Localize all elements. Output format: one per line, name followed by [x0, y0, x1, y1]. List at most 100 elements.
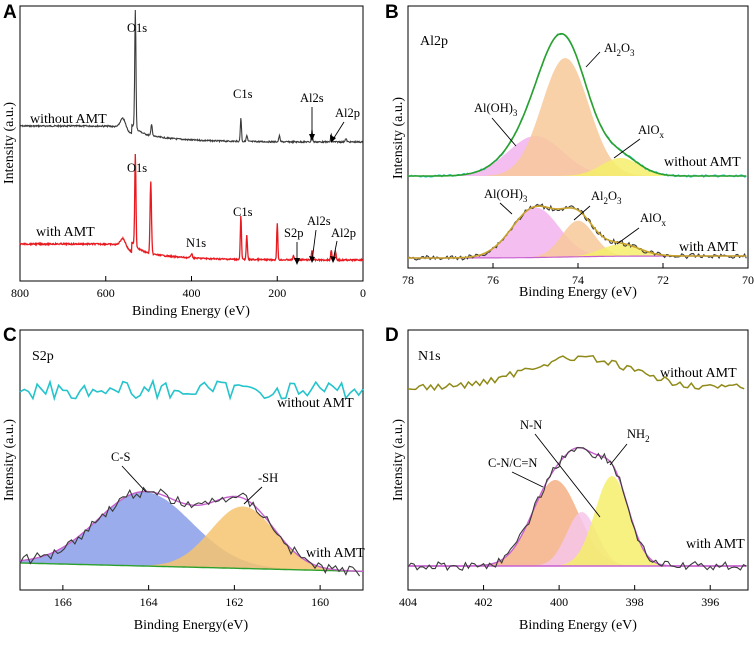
panel-b-fit-without — [408, 32, 747, 177]
ann-aloh3-bottom: Al(OH)3 — [484, 187, 528, 204]
panel-c-label: C — [3, 325, 17, 346]
panel-a-series-label-with: with AMT — [36, 225, 95, 240]
ann-cn: C-N/C=N — [488, 456, 537, 470]
panel-d-xticks: 404 402 400 398 396 — [399, 585, 719, 609]
panel-d-xtick-label: 396 — [701, 595, 719, 609]
panel-b-ylabel: Intensity (a.u.) — [391, 97, 406, 179]
panel-c-title: S2p — [32, 349, 54, 364]
panel-b-label: B — [385, 2, 399, 23]
panel-b-xtick-label: 78 — [402, 273, 414, 287]
panel-b: B Al2p Intensity (a.u.) Binding Energy (… — [385, 2, 754, 300]
panel-d-xtick-label: 398 — [626, 595, 644, 609]
leader-aloh3-bottom — [499, 202, 513, 215]
peak-sh — [20, 506, 363, 572]
leader-al2o3-bottom — [573, 205, 591, 221]
panel-d-label: D — [385, 325, 399, 346]
peak-label-al2s-bottom: Al2s — [307, 214, 331, 228]
leader-alox-top — [613, 138, 641, 159]
arrow-al2s-bottom — [311, 229, 317, 262]
peak-label-o1s-top: O1s — [127, 21, 147, 35]
panel-a: A Intensity (a.u.) Binding Energy (eV) 8… — [2, 2, 366, 319]
peak-label-c1s-bottom: C1s — [233, 205, 253, 219]
leader-cs — [121, 465, 147, 493]
panel-d-frame — [407, 329, 749, 591]
peak-al2o3-without — [408, 58, 747, 176]
panel-c-baseline — [20, 562, 363, 573]
panel-c-xtick-label: 160 — [311, 595, 329, 609]
peak-cs — [20, 492, 363, 572]
panel-a-xtick-label: 400 — [183, 286, 201, 300]
peak-label-al2p-top: Al2p — [335, 106, 360, 120]
arrowhead-al2s-top — [309, 134, 315, 141]
leader-cn — [511, 471, 544, 488]
panel-c-xtick-label: 162 — [225, 595, 243, 609]
panel-c-xtick-label: 166 — [54, 595, 72, 609]
panel-a-trace-with-amt — [19, 153, 364, 263]
panel-b-xtick-label: 70 — [742, 273, 754, 287]
panel-d-raw-with — [407, 447, 747, 572]
panel-b-series-label-without: without AMT — [664, 155, 741, 170]
leader-nh2 — [609, 443, 628, 466]
panel-a-xtick-label: 0 — [360, 286, 366, 300]
peak-label-al2s-top: Al2s — [300, 91, 324, 105]
panel-b-xtick-label: 72 — [657, 273, 669, 287]
panel-b-fit-with — [408, 205, 747, 259]
panel-b-xtick-label: 76 — [487, 273, 499, 287]
peak-al2o3-with — [408, 220, 747, 258]
panel-d-ylabel: Intensity (a.u.) — [391, 419, 406, 501]
arrowhead-s2p — [294, 258, 300, 265]
leader-al2o3-top — [585, 51, 601, 68]
ann-aloh3-top: Al(OH)3 — [474, 101, 518, 118]
panel-d-xlabel: Binding Energy (eV) — [519, 618, 637, 633]
panel-c-ylabel: Intensity (a.u.) — [2, 419, 17, 501]
panel-b-xlabel: Binding Energy (eV) — [519, 285, 637, 300]
peak-label-s2p: S2p — [284, 226, 303, 240]
ann-al2o3-bottom: Al2O3 — [591, 189, 622, 206]
panel-d-series-label-without: without AMT — [660, 366, 737, 381]
panel-d-series-label-with: with AMT — [686, 537, 745, 552]
panel-c-fit-with — [19, 490, 363, 572]
panel-c: C S2p Intensity (a.u.) Binding Energy(eV… — [2, 325, 365, 633]
panel-a-xtick-label: 800 — [11, 286, 29, 300]
ann-alox-top: AlOx — [638, 123, 665, 140]
panel-a-ylabel: Intensity (a.u.) — [2, 102, 17, 184]
panel-c-xlabel: Binding Energy(eV) — [134, 618, 249, 633]
panel-c-xticks: 166 164 162 160 — [54, 585, 329, 609]
panel-c-series-label-with: with AMT — [306, 546, 365, 561]
panel-d-title: N1s — [418, 349, 441, 364]
leader-aloh3-top — [491, 117, 517, 147]
panel-b-xticks: 78 76 74 72 70 — [402, 263, 754, 287]
ann-nn: N-N — [520, 418, 542, 432]
leader-sh — [243, 486, 263, 505]
panel-a-xticks: 800 600 400 200 0 — [11, 276, 366, 300]
panel-d: D N1s Intensity (a.u.) Binding Energy (e… — [385, 325, 749, 633]
panel-d-xtick-label: 402 — [475, 595, 493, 609]
ann-sh: -SH — [258, 471, 278, 485]
panel-c-series-label-without: without AMT — [277, 396, 354, 411]
peak-label-c1s-top: C1s — [233, 87, 253, 101]
panel-a-series-label-without: without AMT — [30, 112, 107, 127]
panel-b-title: Al2p — [420, 34, 448, 49]
leader-nn — [534, 433, 601, 518]
peak-label-o1s-bottom: O1s — [127, 161, 147, 175]
arrowhead-al2p-top — [330, 135, 336, 143]
panel-d-xtick-label: 404 — [399, 595, 417, 609]
panel-b-series-label-with: with AMT — [679, 240, 738, 255]
panel-b-xtick-label: 74 — [572, 273, 584, 287]
leader-alox-bottom — [616, 227, 640, 245]
peak-label-n1s: N1s — [186, 236, 206, 250]
panel-c-raw-without — [19, 378, 364, 402]
panel-c-frame — [19, 329, 364, 591]
panel-d-raw-without — [407, 354, 745, 392]
panel-c-raw-with — [19, 486, 361, 577]
panel-a-xtick-label: 200 — [268, 286, 286, 300]
peak-nn — [408, 512, 747, 566]
peak-label-al2p-bottom: Al2p — [331, 226, 356, 240]
ann-al2o3-top: Al2O3 — [604, 41, 635, 58]
arrowhead-al2s-bottom — [309, 256, 315, 263]
panel-d-xtick-label: 400 — [550, 595, 568, 609]
panel-c-xtick-label: 164 — [140, 595, 158, 609]
ann-nh2: NH2 — [627, 427, 650, 444]
ann-alox-bottom: AlOx — [640, 211, 667, 228]
